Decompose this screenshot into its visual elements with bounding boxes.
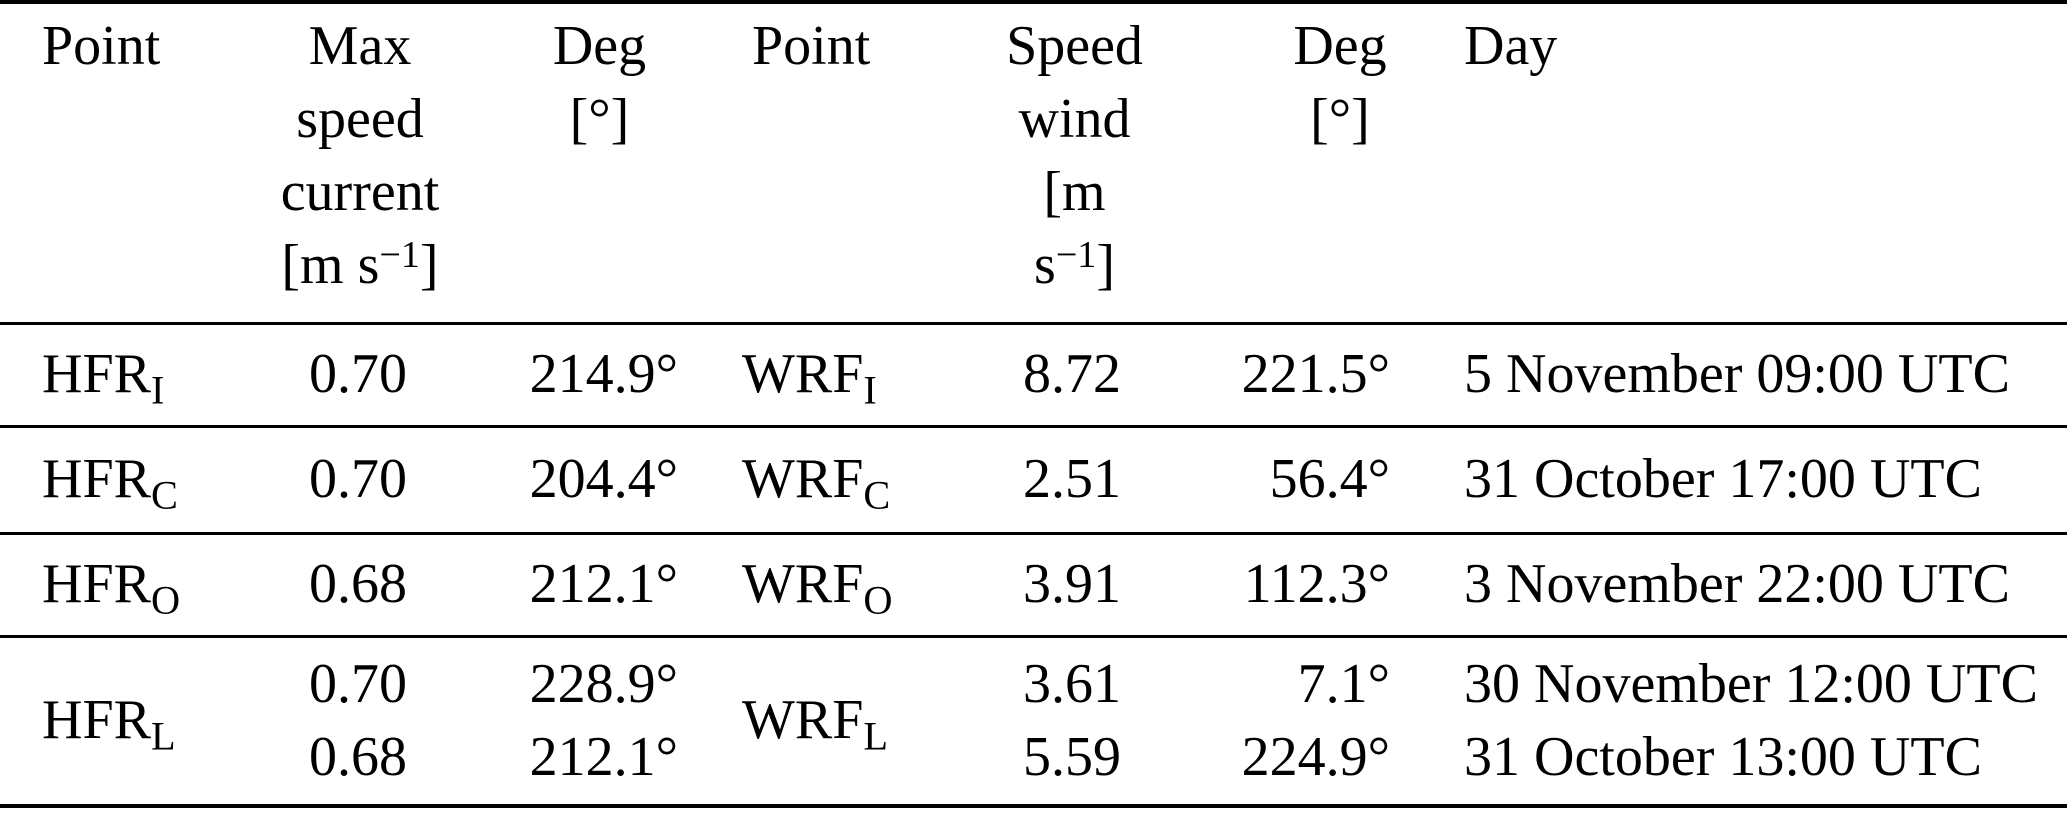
deg-current-cell: 204.4° xyxy=(529,448,678,510)
speed-wind-cell: 3.91 xyxy=(1023,553,1121,615)
point-label: WRF xyxy=(742,689,864,752)
point-label: HFR xyxy=(42,553,151,615)
header-label: Point xyxy=(42,15,161,77)
header-unit: [m s−1] xyxy=(1005,156,1144,302)
point-wrf-cell: WRFL xyxy=(700,636,955,806)
header-label: speed xyxy=(296,88,424,150)
deg-wind-cell: 7.1° 224.9° xyxy=(1145,636,1412,806)
value-line: 0.70 xyxy=(309,652,407,715)
max-speed-cell: 0.70 0.68 xyxy=(215,636,462,806)
value-line: 7.1° xyxy=(1297,652,1390,715)
unit-exponent: −1 xyxy=(1055,234,1097,277)
table-row: HFRO 0.68 212.1° WRFO 3.91 112.3° 3 Nove… xyxy=(0,533,2067,636)
table-row: HFRC 0.70 204.4° WRFC 2.51 56.4° 31 Octo… xyxy=(0,426,2067,533)
col-header-deg-current: Deg [°] xyxy=(462,2,700,323)
value-line: 3.61 xyxy=(1023,652,1121,715)
point-hfr-cell: HFRC xyxy=(0,426,215,533)
unit-prefix: [m s xyxy=(1034,161,1106,296)
value-line: 5.59 xyxy=(1023,725,1121,788)
point-label: WRF xyxy=(742,448,864,510)
col-header-max-speed-current: Max speed current [m s−1] xyxy=(215,2,462,323)
header-label: Max xyxy=(308,15,412,77)
point-subscript: C xyxy=(863,472,891,518)
col-header-point-current: Point xyxy=(0,2,215,323)
value-line: 212.1° xyxy=(529,725,678,788)
speed-wind-cell: 2.51 xyxy=(1023,448,1121,510)
day-cell: 31 October 17:00 UTC xyxy=(1464,448,1982,510)
day-cell: 5 November 09:00 UTC xyxy=(1464,343,2010,405)
point-subscript: I xyxy=(150,367,165,413)
point-subscript: I xyxy=(863,367,877,413)
header-label: Deg xyxy=(552,15,647,77)
col-header-speed-wind: Speed wind [m s−1] xyxy=(955,2,1145,323)
day-cell: 3 November 22:00 UTC xyxy=(1464,553,2010,615)
header-label: Deg xyxy=(1293,15,1387,77)
header-unit: [m s−1] xyxy=(259,229,461,302)
deg-current-cell: 228.9° 212.1° xyxy=(462,636,700,806)
table-body: HFRI 0.70 214.9° WRFI 8.72 221.5° 5 Nove… xyxy=(0,323,2067,806)
deg-wind-cell: 56.4° xyxy=(1269,448,1390,510)
point-wrf-cell: WRFC xyxy=(700,426,955,533)
table-row: HFRL 0.70 0.68 228.9° 212.1° WRFL 3.61 5… xyxy=(0,636,2067,806)
point-wrf-cell: WRFO xyxy=(700,533,955,636)
header-unit: [°] xyxy=(1310,88,1370,150)
point-label: HFR xyxy=(42,689,151,752)
point-label: HFR xyxy=(42,343,151,405)
max-speed-cell: 0.70 xyxy=(309,448,407,510)
header-unit: [°] xyxy=(569,88,630,150)
unit-exponent: −1 xyxy=(379,234,420,277)
table-row: HFRI 0.70 214.9° WRFI 8.72 221.5° 5 Nove… xyxy=(0,323,2067,426)
header-label: Day xyxy=(1464,15,1558,77)
deg-current-cell: 214.9° xyxy=(529,343,678,405)
unit-suffix: ] xyxy=(419,234,439,296)
point-label: WRF xyxy=(742,343,864,405)
table-header: Point Max speed current [m s−1] Deg [°] … xyxy=(0,2,2067,323)
unit-prefix: [m s xyxy=(281,234,380,296)
header-label: wind xyxy=(1018,88,1131,150)
point-subscript: O xyxy=(863,577,893,623)
col-header-point-wind: Point xyxy=(700,2,955,323)
point-subscript: L xyxy=(150,713,176,759)
header-label: current xyxy=(280,161,440,223)
point-hfr-cell: HFRL xyxy=(0,636,215,806)
speed-wind-cell: 3.61 5.59 xyxy=(955,636,1145,806)
deg-wind-cell: 221.5° xyxy=(1241,343,1390,405)
header-label: Speed xyxy=(1006,15,1143,77)
value-line: 30 November 12:00 UTC xyxy=(1464,652,2038,715)
point-hfr-cell: HFRO xyxy=(0,533,215,636)
max-speed-cell: 0.68 xyxy=(309,553,407,615)
point-label: HFR xyxy=(42,448,151,510)
deg-wind-cell: 112.3° xyxy=(1243,553,1390,615)
value-line: 0.68 xyxy=(309,725,407,788)
point-subscript: L xyxy=(863,713,888,759)
value-line: 31 October 13:00 UTC xyxy=(1464,725,1982,788)
value-line: 224.9° xyxy=(1241,725,1390,788)
point-subscript: O xyxy=(150,577,181,623)
speed-wind-cell: 8.72 xyxy=(1023,343,1121,405)
value-line: 228.9° xyxy=(529,652,678,715)
col-header-day: Day xyxy=(1412,2,2067,323)
max-speed-cell: 0.70 xyxy=(309,343,407,405)
results-table: Point Max speed current [m s−1] Deg [°] … xyxy=(0,0,2067,808)
point-subscript: C xyxy=(150,472,178,518)
point-label: WRF xyxy=(742,553,864,615)
col-header-deg-wind: Deg [°] xyxy=(1145,2,1412,323)
unit-suffix: ] xyxy=(1096,234,1115,296)
deg-current-cell: 212.1° xyxy=(529,553,678,615)
point-wrf-cell: WRFI xyxy=(700,323,955,426)
day-cell: 30 November 12:00 UTC 31 October 13:00 U… xyxy=(1412,636,2067,806)
point-hfr-cell: HFRI xyxy=(0,323,215,426)
header-label: Point xyxy=(752,15,871,77)
header-row: Point Max speed current [m s−1] Deg [°] … xyxy=(0,2,2067,323)
